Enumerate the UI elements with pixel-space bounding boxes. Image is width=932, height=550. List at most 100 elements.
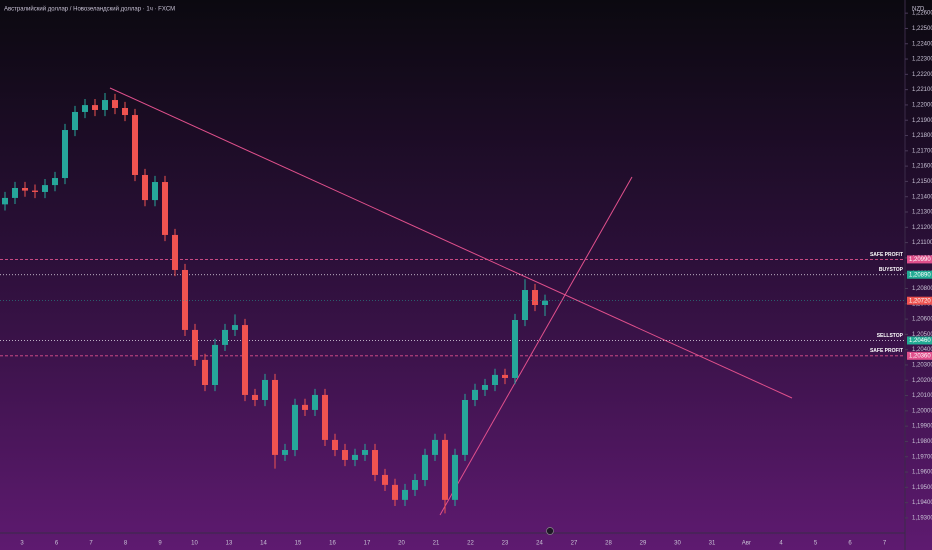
y-tick-label: 1,19400 <box>912 500 932 506</box>
x-tick-label: 13 <box>226 541 233 547</box>
candle-body <box>302 404 308 410</box>
x-tick-label: 6 <box>848 541 852 547</box>
x-tick-label: 16 <box>329 541 336 547</box>
candle-body <box>502 374 508 378</box>
y-tick-label: 1,19600 <box>912 470 932 476</box>
y-tick-label: 1,22400 <box>912 41 932 47</box>
candle-body <box>252 394 258 400</box>
candle-body <box>372 450 378 475</box>
candle-body <box>322 394 328 440</box>
candle-body <box>202 359 208 386</box>
candle-body <box>292 404 298 451</box>
trend-line <box>109 87 793 399</box>
x-tick-label: 27 <box>571 541 578 547</box>
candle-body <box>542 300 548 306</box>
currency-label: NZD <box>912 7 925 13</box>
x-tick-label: Авг <box>742 541 752 547</box>
candle-body <box>352 454 358 460</box>
x-tick-label: 4 <box>779 541 783 547</box>
level-name: BUYSTOP <box>879 267 904 273</box>
candle-body <box>462 399 468 455</box>
y-tick-label: 1,20000 <box>912 408 932 414</box>
y-tick-label: 1,20500 <box>912 332 932 338</box>
y-tick-label: 1,22600 <box>912 11 932 17</box>
x-tick-label: 22 <box>467 541 474 547</box>
candle-body <box>272 379 278 455</box>
candle-body <box>442 439 448 500</box>
x-tick-label: 10 <box>191 541 198 547</box>
candle-body <box>102 100 108 110</box>
x-tick-label: 3 <box>20 541 24 547</box>
x-tick-label: 7 <box>89 541 93 547</box>
y-tick-label: 1,22500 <box>912 26 932 32</box>
candle-body <box>142 174 148 201</box>
y-tick-label: 1,19900 <box>912 424 932 430</box>
candle-body <box>382 474 388 485</box>
x-tick-label: 7 <box>883 541 887 547</box>
replay-icon[interactable] <box>546 527 554 535</box>
y-tick-label: 1,21400 <box>912 194 932 200</box>
candle-body <box>342 450 348 460</box>
x-tick-label: 5 <box>814 541 818 547</box>
x-tick-label: 20 <box>398 541 405 547</box>
candle-body <box>172 234 178 270</box>
x-tick-label: 23 <box>502 541 509 547</box>
candle-body <box>82 105 88 112</box>
y-tick-label: 1,20800 <box>912 286 932 292</box>
y-tick-label: 1,22100 <box>912 87 932 93</box>
y-tick-label: 1,21100 <box>912 240 932 246</box>
candle-body <box>332 439 338 451</box>
y-tick-label: 1,19300 <box>912 516 932 522</box>
level-price: 1,20890 <box>909 272 931 278</box>
y-tick-label: 1,21200 <box>912 225 932 231</box>
y-tick-label: 1,22200 <box>912 72 932 78</box>
level-name: SELLSTOP <box>877 333 904 339</box>
candle-body <box>192 329 198 360</box>
candle-body <box>412 479 418 490</box>
y-tick-label: 1,19700 <box>912 454 932 460</box>
candle-body <box>482 385 488 390</box>
candle-body <box>42 185 48 192</box>
y-tick-label: 1,20600 <box>912 317 932 323</box>
y-tick-label: 1,21800 <box>912 133 932 139</box>
x-tick-label: 28 <box>605 541 612 547</box>
candle-body <box>472 389 478 400</box>
candle-body <box>242 325 248 395</box>
candle-body <box>532 290 538 306</box>
y-tick-label: 1,21700 <box>912 148 932 154</box>
x-tick-label: 31 <box>709 541 716 547</box>
candle-body <box>182 269 188 330</box>
y-tick-label: 1,21900 <box>912 118 932 124</box>
candle-body <box>122 107 128 116</box>
candle-body <box>162 182 168 235</box>
y-tick-label: 1,20300 <box>912 363 932 369</box>
y-tick-label: 1,20400 <box>912 347 932 353</box>
candle-body <box>452 454 458 500</box>
candle-body <box>232 325 238 330</box>
candle-body <box>522 290 528 320</box>
y-tick-label: 1,19500 <box>912 485 932 491</box>
candle-body <box>282 450 288 455</box>
x-tick-label: 21 <box>433 541 440 547</box>
y-tick-label: 1,19800 <box>912 439 932 445</box>
level-name: SAFE PROFIT <box>870 252 903 258</box>
candle-body <box>2 197 8 205</box>
x-tick-label: 24 <box>536 541 543 547</box>
x-tick-label: 6 <box>55 541 59 547</box>
x-tick-label: 8 <box>124 541 128 547</box>
last-price-label: 1,20720 <box>909 298 931 304</box>
x-tick-label: 30 <box>674 541 681 547</box>
level-price-box <box>907 336 932 345</box>
y-tick-label: 1,22300 <box>912 57 932 63</box>
y-tick-label: 1,20100 <box>912 393 932 399</box>
y-tick-label: 1,21600 <box>912 164 932 170</box>
candle-body <box>212 344 218 386</box>
candle-body <box>512 319 518 378</box>
x-tick-label: 9 <box>158 541 162 547</box>
x-tick-label: 15 <box>295 541 302 547</box>
candle-body <box>62 130 68 179</box>
level-price: 1,20990 <box>909 257 931 263</box>
last-price-box <box>907 296 932 305</box>
level-price: 1,20460 <box>909 338 931 344</box>
